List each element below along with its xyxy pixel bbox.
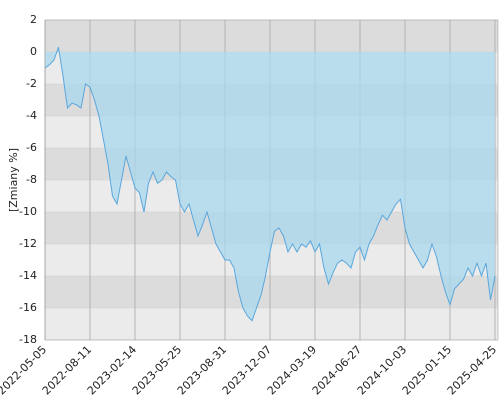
y-tick-label: -14 <box>19 269 37 282</box>
y-tick-label: -8 <box>26 173 37 186</box>
y-tick-label: -6 <box>26 141 37 154</box>
y-tick-label: -4 <box>26 109 37 122</box>
band <box>45 276 498 308</box>
y-tick-label: -16 <box>19 301 37 314</box>
plot-border <box>44 19 499 341</box>
y-tick-label: -2 <box>26 77 37 90</box>
y-tick-label: -12 <box>19 237 37 250</box>
area <box>45 47 495 321</box>
y-tick-label: 0 <box>30 45 37 58</box>
band <box>45 308 498 340</box>
y-tick-label: 2 <box>30 13 37 26</box>
line <box>44 47 496 322</box>
band <box>45 20 498 52</box>
y-axis-label: [Zmiany %] <box>7 148 20 212</box>
y-tick-label: -18 <box>19 333 37 346</box>
y-tick-label: -10 <box>19 205 37 218</box>
